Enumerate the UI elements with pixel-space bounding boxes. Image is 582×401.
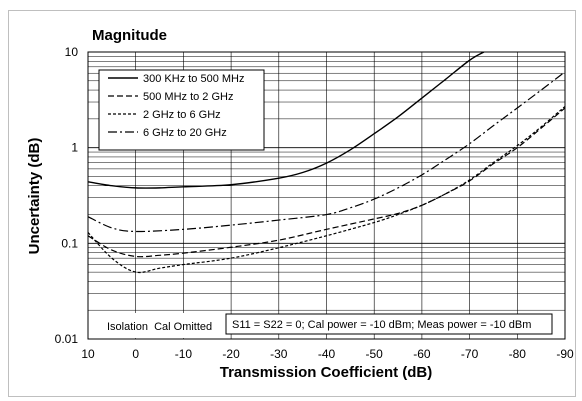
y-tick-label: 0.1 [61,236,78,250]
x-tick-label: -60 [413,347,431,361]
conditions-note: S11 = S22 = 0; Cal power = -10 dBm; Meas… [225,313,553,335]
chart-title: Magnitude [92,27,167,44]
y-tick-label: 0.01 [55,332,79,346]
x-tick-label: -30 [270,347,288,361]
isolation-note-text: Isolation Cal Omitted [107,321,212,333]
x-tick-label: 10 [81,347,95,361]
y-tick-label: 1 [71,141,78,155]
conditions-note-text: S11 = S22 = 0; Cal power = -10 dBm; Meas… [232,319,531,331]
x-tick-label: -90 [556,347,574,361]
plot-border [87,51,566,340]
isolation-note: Isolation Cal Omitted [99,313,215,338]
legend-box [98,69,265,151]
tick-labels: 10 0 -10 -20 -30 -40 -50 -60 -70 -80 -90 10 1 0.1 0.01 [55,45,574,361]
series-line-4 [88,71,565,233]
x-tick-label: 0 [132,347,139,361]
x-tick-label: -80 [509,347,527,361]
isolation-note-box [99,313,215,338]
series-line-2 [88,107,565,258]
x-tick-label: -20 [222,347,240,361]
legend-label: 6 GHz to 20 GHz [143,127,227,139]
y-axis-title: Uncertainty (dB) [26,138,43,255]
legend-label: 300 KHz to 500 MHz [143,73,245,85]
y-tick-label: 10 [65,45,79,59]
series-line-1 [88,52,485,189]
series-line-3 [88,105,565,274]
x-tick-label: -40 [318,347,336,361]
legend-label: 500 MHz to 2 GHz [143,91,233,103]
x-axis-title: Transmission Coefficient (dB) [220,364,433,381]
legend: 300 KHz to 500 MHz 500 MHz to 2 GHz 2 GHz … [98,69,265,151]
conditions-note-box [225,313,553,335]
x-tick-label: -70 [461,347,479,361]
legend-label: 2 GHz to 6 GHz [143,109,221,121]
x-tick-label: -10 [175,347,193,361]
x-tick-label: -50 [366,347,384,361]
series-lines [88,52,565,274]
